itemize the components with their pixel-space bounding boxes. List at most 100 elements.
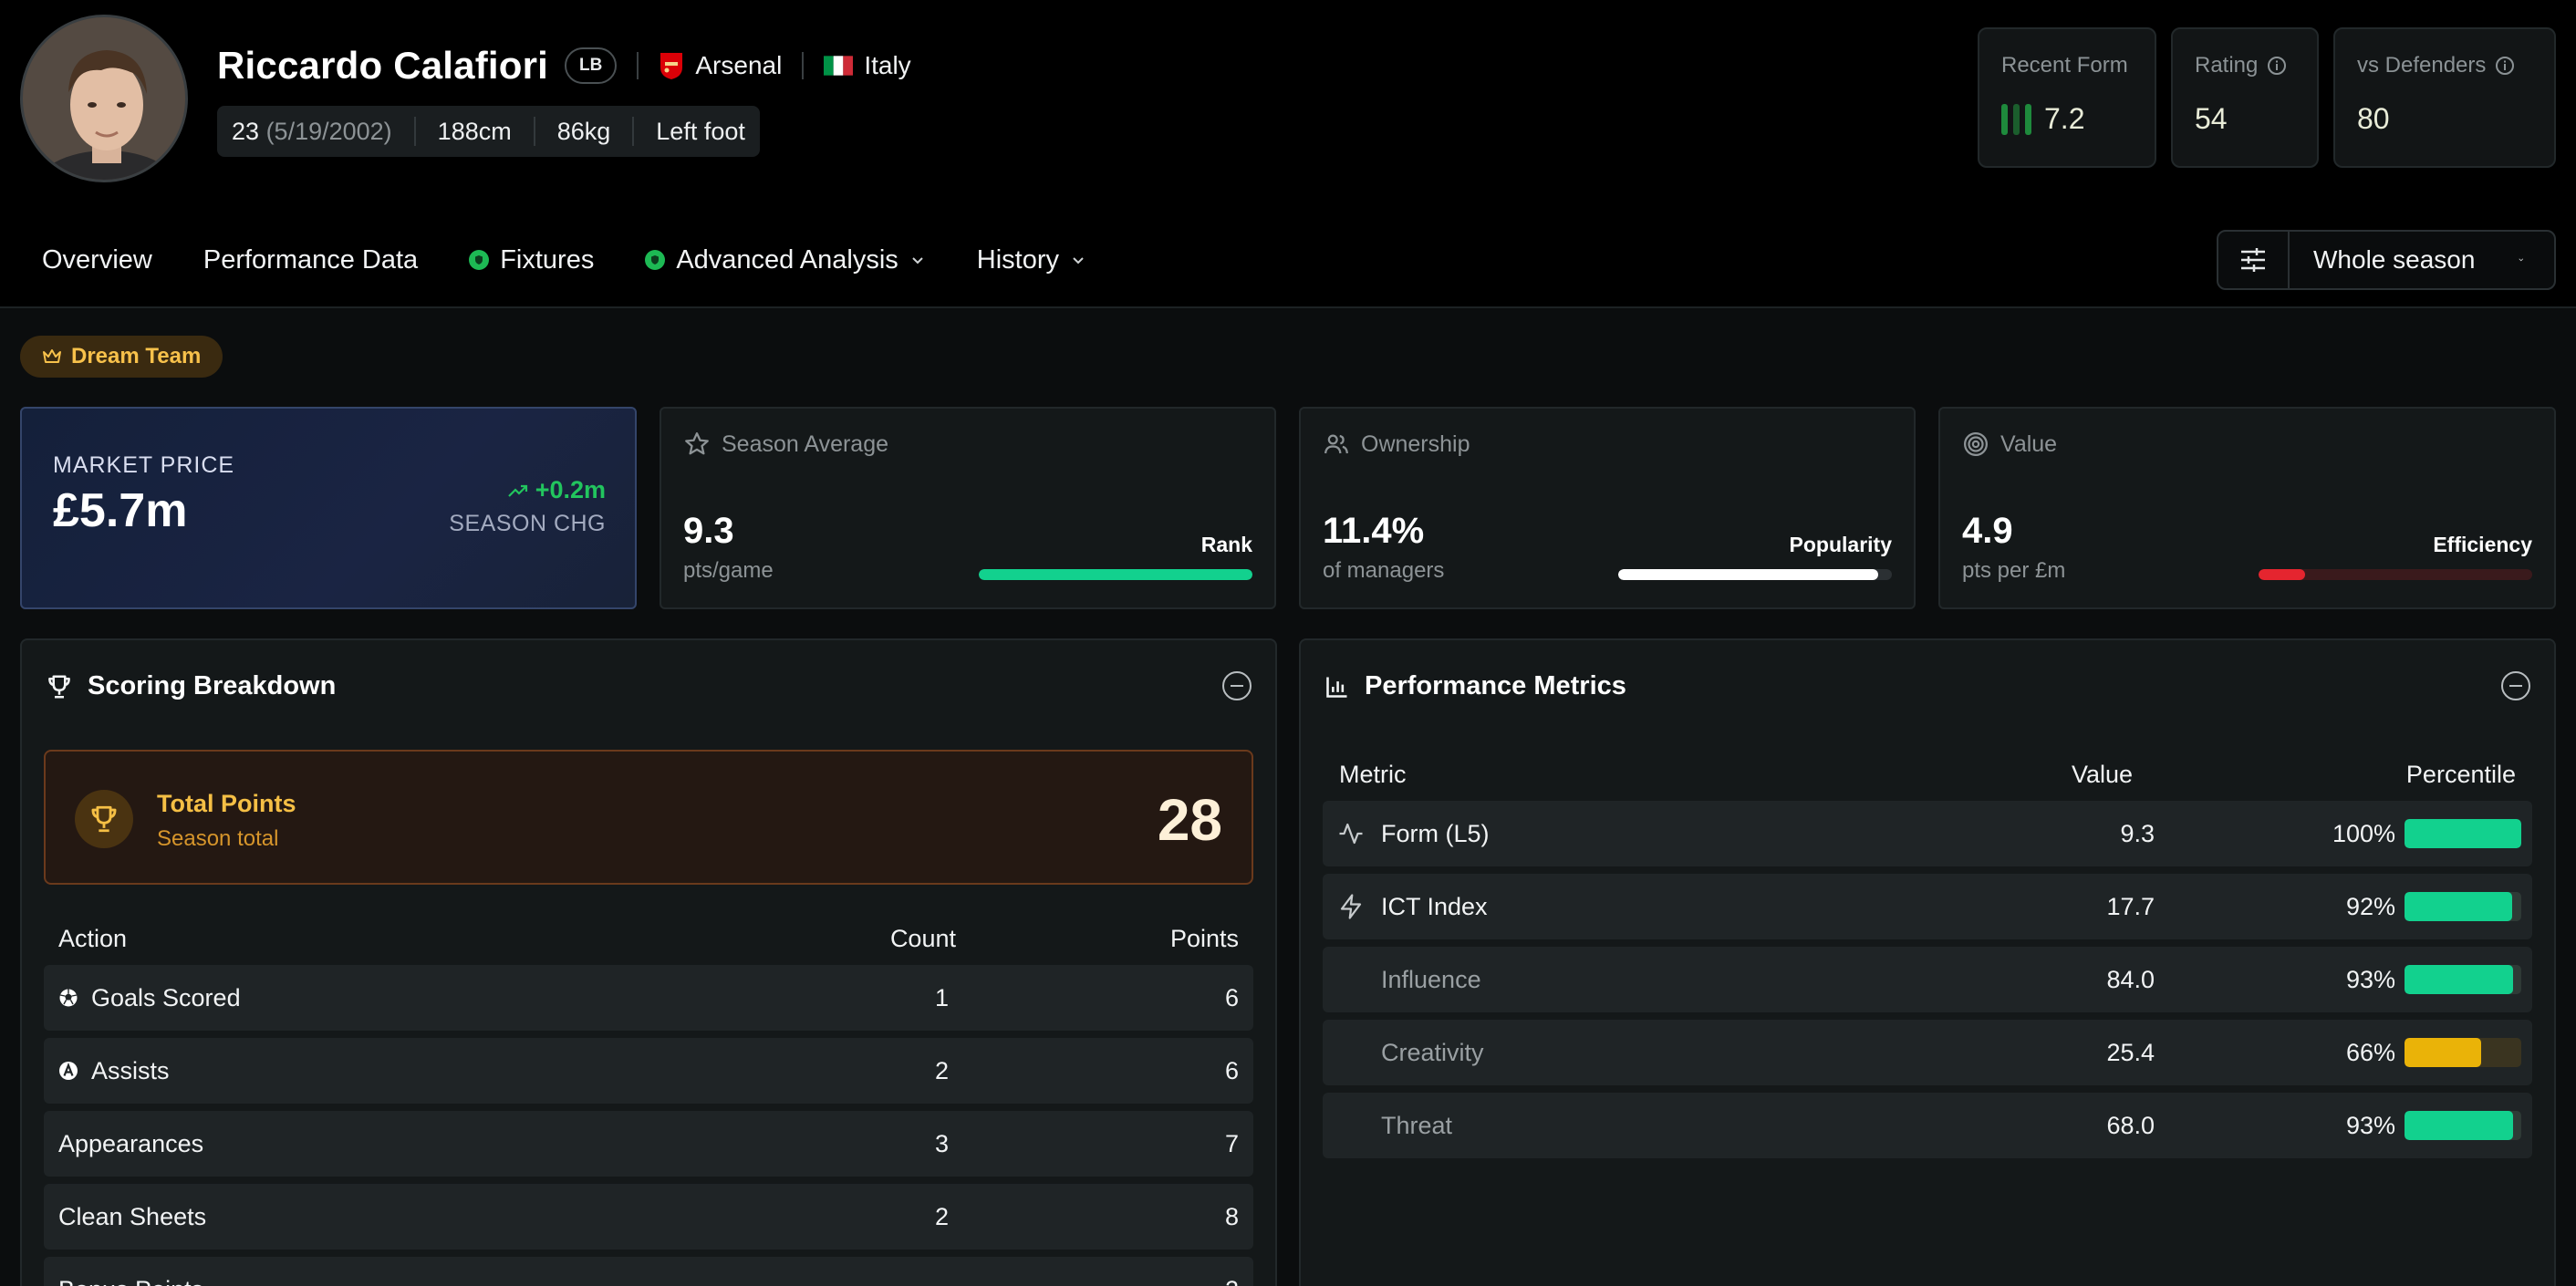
column-header-metric: Metric bbox=[1339, 761, 1407, 788]
position-badge: LB bbox=[565, 47, 618, 84]
divider bbox=[637, 52, 639, 79]
action-points: 8 bbox=[1224, 1202, 1239, 1230]
activity-icon bbox=[1339, 823, 1363, 845]
value-card: Value 4.9 pts per £m Efficiency bbox=[1938, 407, 2556, 609]
total-points-title: Total Points bbox=[157, 790, 296, 817]
player-dob: (5/19/2002) bbox=[265, 117, 392, 145]
total-points-value: 28 bbox=[1157, 787, 1222, 853]
metric-name: Creativity bbox=[1381, 1038, 1484, 1066]
collapse-button[interactable] bbox=[1222, 671, 1252, 700]
assist-a-icon bbox=[59, 1062, 78, 1080]
target-icon bbox=[1964, 432, 1988, 456]
action-name: Assists bbox=[91, 1056, 170, 1084]
tab-history[interactable]: History bbox=[977, 245, 1086, 275]
club-link[interactable]: Arsenal bbox=[659, 51, 782, 80]
table-row[interactable]: Influence 84.0 93% bbox=[1323, 947, 2532, 1012]
player-foot: Left foot bbox=[656, 117, 745, 145]
percentile-bar bbox=[2405, 892, 2521, 921]
action-count: 3 bbox=[934, 1129, 949, 1157]
player-age: 23 bbox=[232, 117, 260, 145]
performance-metrics-title: Performance Metrics bbox=[1365, 671, 1626, 700]
season-filter-select[interactable]: Whole season bbox=[2217, 230, 2556, 290]
popularity-bar bbox=[1618, 569, 1892, 580]
info-icon[interactable] bbox=[2495, 56, 2515, 76]
tab-overview[interactable]: Overview bbox=[42, 244, 152, 275]
recent-form-label: Recent Form bbox=[2001, 53, 2128, 78]
table-row[interactable]: Threat 68.0 93% bbox=[1323, 1093, 2532, 1158]
action-name: Goals Scored bbox=[91, 983, 241, 1011]
ownership-value: 11.4% bbox=[1323, 511, 1425, 551]
table-row[interactable]: Assists 2 6 bbox=[44, 1038, 1253, 1104]
shield-icon bbox=[645, 250, 666, 270]
market-price-card: MARKET PRICE £5.7m +0.2m SEASON CHG bbox=[20, 407, 637, 609]
metric-name: Form (L5) bbox=[1381, 819, 1490, 847]
column-header-action: Action bbox=[58, 925, 128, 952]
table-row[interactable]: Goals Scored 1 6 bbox=[44, 965, 1253, 1031]
market-price-value: £5.7m bbox=[53, 484, 188, 537]
shield-icon bbox=[469, 250, 490, 270]
recent-form-value: 7.2 bbox=[2044, 102, 2085, 135]
performance-metrics-panel: Performance Metrics Metric Value Percent… bbox=[1299, 638, 2556, 1286]
ownership-card: Ownership 11.4% of managers Popularity bbox=[1299, 407, 1916, 609]
tab-fixtures[interactable]: Fixtures bbox=[469, 245, 594, 275]
star-icon bbox=[685, 432, 709, 455]
form-bars-icon bbox=[2001, 103, 2031, 135]
season-average-unit: pts/game bbox=[683, 558, 774, 583]
chevron-down-icon bbox=[912, 257, 923, 264]
chevron-down-icon bbox=[2519, 258, 2524, 262]
bar-chart-icon bbox=[1326, 677, 1347, 698]
trending-up-icon bbox=[507, 484, 527, 497]
nation-name: Italy bbox=[864, 51, 911, 79]
italy-flag-icon bbox=[824, 56, 854, 76]
action-count: 2 bbox=[934, 1056, 949, 1084]
table-row[interactable]: Form (L5) 9.3 100% bbox=[1323, 801, 2532, 866]
percentile-bar bbox=[2405, 965, 2521, 994]
season-filter-value: Whole season bbox=[2313, 245, 2476, 274]
value-label: Value bbox=[2000, 430, 2058, 457]
price-change: +0.2m bbox=[507, 476, 606, 504]
market-price-label: MARKET PRICE bbox=[53, 452, 235, 478]
value-value: 4.9 bbox=[1962, 511, 2013, 551]
player-avatar bbox=[20, 15, 188, 182]
vs-defenders-value: 80 bbox=[2357, 102, 2390, 135]
table-row[interactable]: Appearances 3 7 bbox=[44, 1111, 1253, 1177]
club-name: Arsenal bbox=[695, 51, 783, 79]
action-points: 6 bbox=[1224, 983, 1239, 1011]
metric-value: 17.7 bbox=[2106, 892, 2155, 920]
season-average-label: Season Average bbox=[722, 430, 889, 457]
table-row[interactable]: ICT Index 17.7 92% bbox=[1323, 874, 2532, 939]
total-points-subtitle: Season total bbox=[157, 826, 279, 851]
dream-team-badge: Dream Team bbox=[20, 336, 223, 378]
collapse-button[interactable] bbox=[2501, 671, 2530, 700]
column-header-value: Value bbox=[2071, 761, 2133, 788]
season-average-card: Season Average 9.3 pts/game Rank bbox=[660, 407, 1276, 609]
rating-value: 54 bbox=[2195, 102, 2228, 135]
ownership-label: Ownership bbox=[1361, 430, 1470, 457]
nation-link[interactable]: Italy bbox=[824, 51, 911, 80]
info-icon[interactable] bbox=[2267, 56, 2287, 76]
sliders-icon[interactable] bbox=[2218, 232, 2290, 288]
action-count: 1 bbox=[934, 983, 949, 1011]
scoring-breakdown-title: Scoring Breakdown bbox=[88, 671, 337, 700]
tab-performance-data[interactable]: Performance Data bbox=[203, 244, 419, 275]
chevron-down-icon bbox=[1073, 257, 1084, 264]
metric-name: ICT Index bbox=[1381, 892, 1488, 920]
metric-value: 25.4 bbox=[2106, 1038, 2155, 1066]
metric-value: 84.0 bbox=[2106, 965, 2155, 993]
metric-percentile: 93% bbox=[2345, 1111, 2395, 1139]
column-header-count: Count bbox=[889, 925, 956, 952]
trophy-icon bbox=[48, 675, 70, 698]
table-row[interactable]: Bonus Points 2 bbox=[44, 1257, 1253, 1286]
total-points-box: Total Points Season total 28 bbox=[44, 750, 1253, 885]
table-row[interactable]: Clean Sheets 2 8 bbox=[44, 1184, 1253, 1250]
action-points: 7 bbox=[1224, 1129, 1239, 1157]
metric-name: Influence bbox=[1381, 965, 1481, 993]
metric-percentile: 66% bbox=[2345, 1038, 2395, 1066]
tab-advanced-analysis[interactable]: Advanced Analysis bbox=[645, 245, 925, 275]
table-row[interactable]: Creativity 25.4 66% bbox=[1323, 1020, 2532, 1085]
player-info-row: 23 (5/19/2002) 188cm 86kg Left foot bbox=[217, 106, 760, 157]
percentile-bar bbox=[2405, 1038, 2521, 1067]
action-points: 6 bbox=[1224, 1056, 1239, 1084]
arsenal-crest-icon bbox=[660, 53, 683, 79]
metric-percentile: 93% bbox=[2345, 965, 2395, 993]
